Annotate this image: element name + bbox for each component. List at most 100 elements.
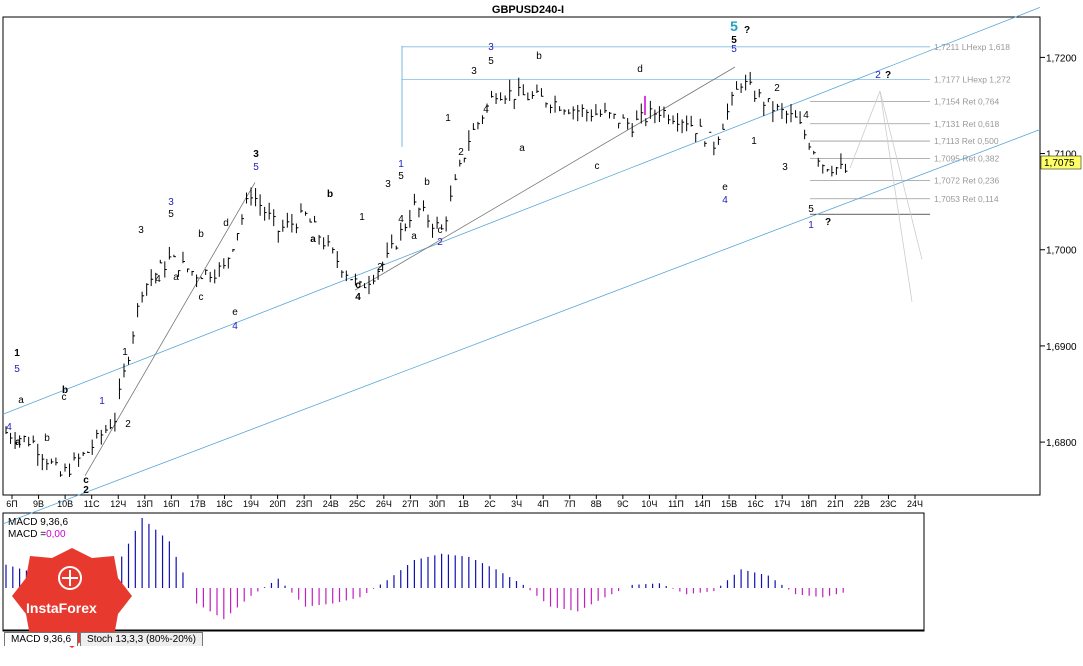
wave-label: 3 [385,179,391,190]
wave-label: ? [744,25,750,36]
wave-label: 5 [731,35,737,46]
price-tick-label: 1,6800 [1046,438,1077,449]
price-tick-label: 1,7200 [1046,53,1077,64]
wave-label: b [327,189,333,200]
wave-label: 4 [803,110,809,121]
trend-line [2,7,1041,415]
wave-label: 5 [731,44,737,55]
trend-lines [2,7,1041,525]
tab-stoch[interactable]: Stoch 13,3,3 (80%-20%) [80,632,203,646]
wave-label: 1 [359,212,365,223]
wave-label: b [536,51,542,62]
wave-label: 1 [808,220,814,231]
current-price-label: 1,7075 [1044,158,1075,169]
wave-label: ? [885,70,891,81]
macd-value-label: MACD =0,00 [8,529,66,540]
fib-level-label: 1,7177 LНexp 1,272 [934,75,1011,85]
current-price-marker: 1,7075 [1040,155,1082,170]
time-tick-label: 20П [269,499,285,509]
wave-label: a [310,234,316,245]
wave-label: 4 [398,214,404,225]
wave-label: b [198,229,204,240]
wave-label: 3 [168,197,174,208]
time-tick-label: 27П [402,499,418,509]
time-tick-label: 2С [484,499,496,509]
fib-level-label: 1,7095 Ret 0,382 [934,153,999,163]
logo-text: InstaForex [26,600,97,616]
wave-label: e [232,307,238,318]
wave-label: 2 [437,237,443,248]
wave-label: a [411,231,417,242]
fib-level-label: 1,7053 Ret 0,114 [934,194,999,204]
wave-label: 3 [471,66,477,77]
wave-label: d [637,64,643,75]
time-tick-label: 17Ч [774,499,790,509]
fib-level-label: 1,7211 LНexp 1,618 [934,42,1010,52]
time-tick-label: 12Ч [110,499,126,509]
time-tick-label: 6П [6,499,17,509]
wave-label: 2 [458,147,464,158]
wave-label: 2 [875,70,881,81]
time-tick-label: 4П [537,499,548,509]
wave-label: c [62,392,67,403]
time-tick-label: 18С [216,499,233,509]
wave-label: 1 [14,348,20,359]
time-tick-label: 21П [827,499,843,509]
wave-label: 4 [722,195,728,206]
time-tick-label: 19Ч [243,499,259,509]
wave-label: 2 [377,262,383,273]
trend-line [849,90,881,169]
wave-label: a [15,437,21,448]
fib-level-label: 1,7113 Ret 0,500 [934,136,999,146]
trend-line [879,90,913,302]
wave-label: c [438,225,443,236]
wave-label: 1 [751,136,757,147]
time-tick-label: 11П [668,499,684,509]
indicator-frame [2,512,925,632]
wave-label: c [595,161,600,172]
time-tick-label: 16П [163,499,179,509]
time-tick-label: 14П [694,499,710,509]
wave-label: b [62,385,68,396]
time-tick-label: 22В [854,499,870,509]
wave-label: 4 [232,321,238,332]
wave-label: c [355,280,361,291]
time-tick-label: 9С [617,499,629,509]
wave-label: 3 [253,149,259,160]
time-tick-label: 30П [429,499,445,509]
macd-histogram [5,518,844,620]
price-axis: 1,7200 1,7100 1,7000 1,6900 1,6800 [1040,53,1077,449]
wave-label: d [223,218,229,229]
wave-label: 5 [168,209,174,220]
fib-level-label: 1,7072 Ret 0,236 [934,176,999,186]
wave-label: 2 [774,83,780,94]
wave-label: a [18,395,24,406]
wave-label: 2 [83,485,89,496]
trend-line [879,90,923,260]
wave-label: 5 [14,364,20,375]
time-tick-label: 17В [190,499,206,509]
chart-title: GBPUSD240-I [492,4,564,16]
price-tick-label: 1,7000 [1046,246,1077,257]
time-tick-label: 15В [721,499,737,509]
main-chart-frame [2,16,1041,496]
wave-label: 5 [253,162,259,173]
fib-level-label: 1,7131 Ret 0,618 [934,119,999,129]
time-tick-label: 8В [591,499,602,509]
wave-label: 1 [99,396,105,407]
trend-line [354,66,736,291]
wave-label: a [173,272,179,283]
tab-macd[interactable]: MACD 9,36,6 [4,632,79,646]
time-tick-label: 24Ч [907,499,923,509]
wave-label: b [44,433,50,444]
time-tick-label: 13П [137,499,153,509]
time-tick-label: 3Ч [511,499,522,509]
time-tick-label: 26Ч [376,499,392,509]
fibonacci-levels: 1,7211 LНexp 1,618 1,7177 LНexp 1,272 1,71… [402,42,1011,215]
macd-indicator-label: MACD 9,36,6 [8,517,68,528]
time-axis: 6П 9В 10В 11С 12Ч 13П 16П 17В 18С 19Ч 20П 23П 24В 25С… [6,495,923,509]
time-tick-label: 7П [564,499,575,509]
